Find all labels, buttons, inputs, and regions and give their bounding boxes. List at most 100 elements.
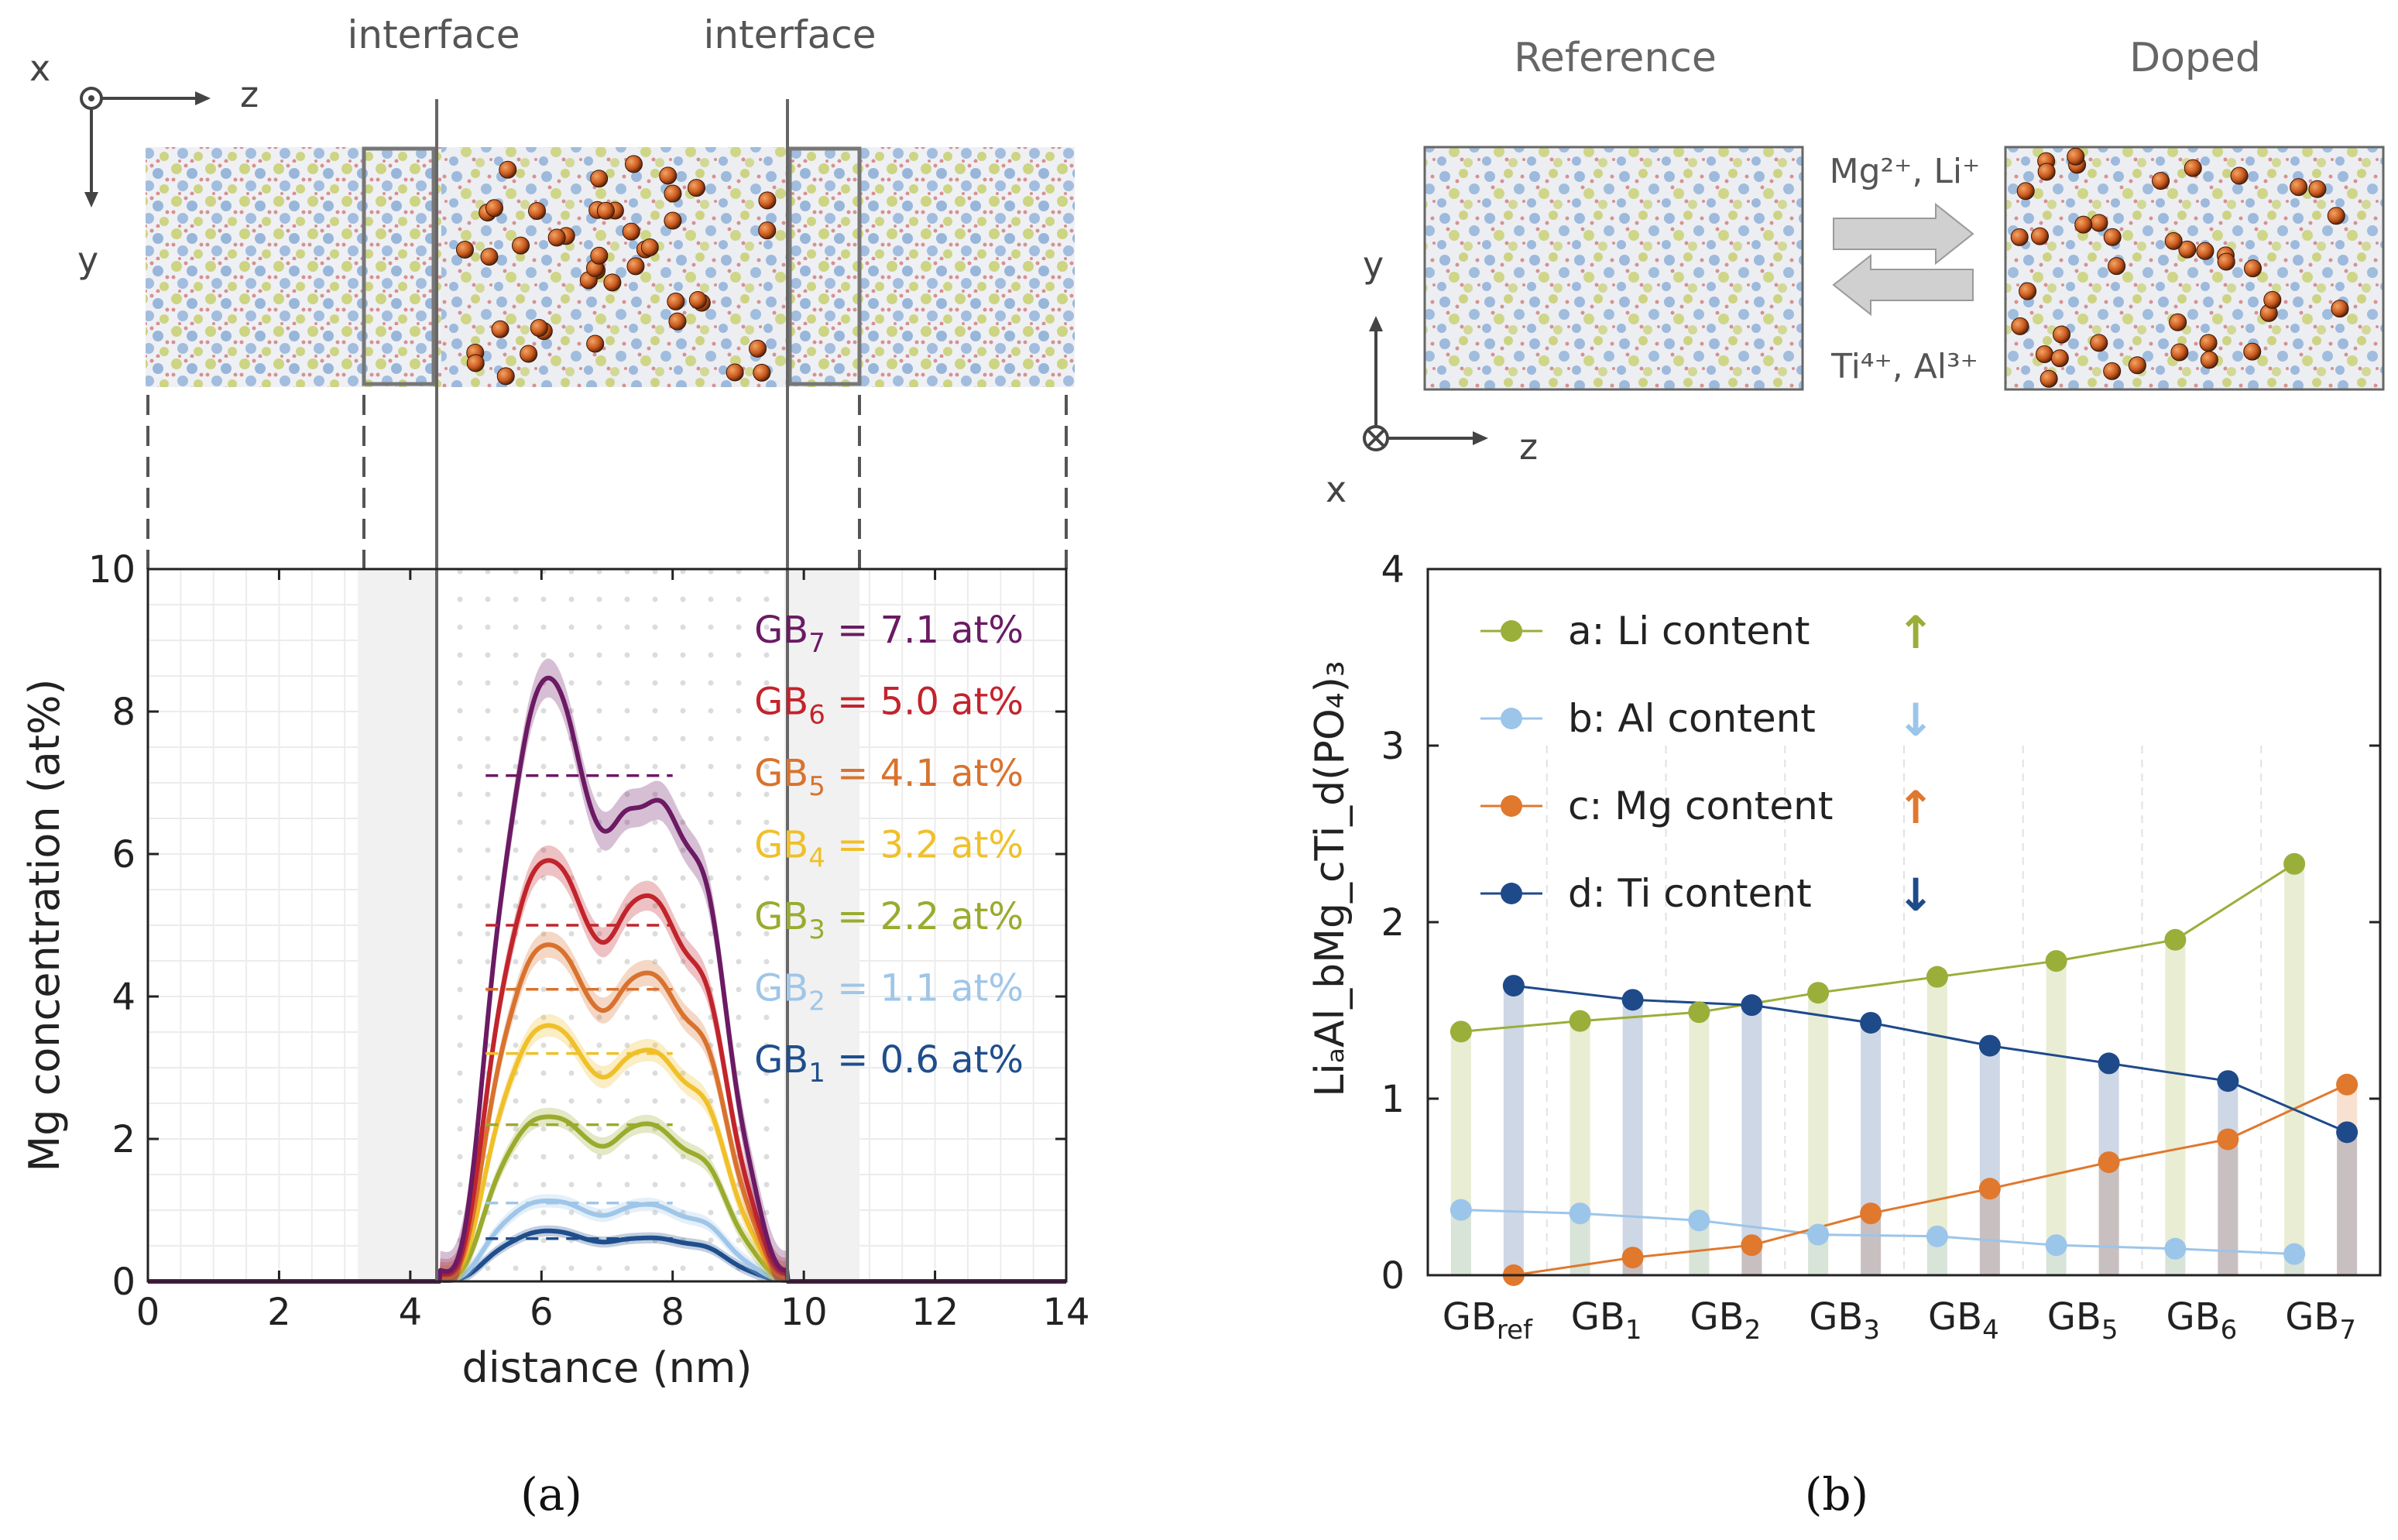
mg-atom bbox=[2108, 257, 2126, 276]
uncertainty-band-GB6 bbox=[148, 845, 1066, 1281]
point-ti-5 bbox=[2098, 1052, 2120, 1075]
interface-shading bbox=[358, 569, 860, 1281]
mg-atom bbox=[664, 184, 682, 203]
reverse-exchange-label: Ti⁴⁺, Al³⁺ bbox=[1830, 347, 1978, 386]
mg-atom bbox=[2178, 240, 2197, 259]
point-al-2 bbox=[1688, 1209, 1710, 1232]
legend-prefix: GB bbox=[754, 967, 808, 1010]
x-tick-label: GB2 bbox=[1690, 1295, 1761, 1346]
series-points bbox=[1449, 852, 2359, 1286]
point-al-6 bbox=[2164, 1237, 2187, 1260]
mg-atom bbox=[640, 238, 659, 256]
uncertainty-band-GB1 bbox=[148, 1225, 1066, 1281]
x-axis-label: distance (nm) bbox=[462, 1343, 753, 1392]
bar-li-1 bbox=[1570, 1020, 1590, 1275]
mg-atom bbox=[530, 318, 548, 337]
x-tick-label: 6 bbox=[530, 1291, 554, 1334]
down-arrow-icon-al: ↓ bbox=[1897, 694, 1935, 746]
bar-ti-2 bbox=[1741, 1005, 1762, 1275]
uncertainty-band-GB4 bbox=[148, 1014, 1066, 1281]
x-tick-prefix: GB bbox=[1443, 1295, 1497, 1339]
mg-atom bbox=[547, 228, 566, 247]
mg-atom bbox=[603, 273, 622, 292]
mg-atom bbox=[2331, 300, 2349, 318]
mg-atom bbox=[2290, 178, 2308, 197]
forward-arrow-icon bbox=[1833, 202, 1974, 266]
point-li-3 bbox=[1807, 982, 1830, 1004]
caption-b: (b) bbox=[1805, 1468, 1868, 1521]
legend-prefix: GB bbox=[754, 681, 808, 724]
x-tick-label: GB4 bbox=[1928, 1295, 1999, 1346]
y-tick-label: 4 bbox=[111, 976, 136, 1019]
interface-lines bbox=[435, 99, 789, 1281]
mg-atom bbox=[2090, 214, 2108, 232]
mg-atom bbox=[2200, 351, 2218, 369]
mg-atom bbox=[2103, 362, 2122, 380]
legend-prefix: GB bbox=[754, 1038, 808, 1082]
point-mg-1 bbox=[1621, 1247, 1644, 1269]
z-axis-glyph: z bbox=[1519, 426, 1538, 468]
y-axis-label: Mg concentration (at%) bbox=[20, 679, 69, 1172]
mg-atom bbox=[2230, 166, 2249, 185]
mg-atom bbox=[2170, 343, 2189, 362]
x-tick-label: GB3 bbox=[1809, 1295, 1880, 1346]
mg-atom bbox=[688, 179, 706, 197]
x-tick-label: 12 bbox=[911, 1291, 959, 1334]
reference-structure-image bbox=[1423, 146, 1804, 391]
mg-atom bbox=[749, 339, 767, 358]
mg-atom bbox=[753, 363, 771, 382]
z-arrow-icon bbox=[195, 91, 211, 105]
point-mg-6 bbox=[2217, 1128, 2239, 1151]
x-tick-subscript: 4 bbox=[1982, 1315, 1999, 1346]
bar-ti-6 bbox=[2218, 1081, 2238, 1275]
series-lines bbox=[1460, 863, 2348, 1277]
mg-atom bbox=[688, 290, 707, 309]
legend-subscript: 7 bbox=[808, 628, 825, 659]
point-li-0 bbox=[1449, 1020, 1472, 1043]
x-tick-label: GB5 bbox=[2047, 1295, 2118, 1346]
mg-atom bbox=[2164, 232, 2183, 250]
x-tick-prefix: GB bbox=[1571, 1295, 1625, 1339]
series-line-ti bbox=[1513, 984, 2348, 1134]
bar-al-0 bbox=[1450, 1209, 1471, 1275]
mg-atom bbox=[2243, 342, 2262, 361]
legend-prefix: GB bbox=[754, 752, 808, 795]
y-tick-label: 4 bbox=[1381, 548, 1405, 592]
x-tick-subscript: 7 bbox=[2339, 1315, 2356, 1346]
bar-li-6 bbox=[2165, 939, 2186, 1275]
plot-frame bbox=[146, 568, 1068, 1283]
y-tick-label: 2 bbox=[1381, 901, 1405, 945]
point-al-4 bbox=[1926, 1225, 1948, 1247]
right-interface-box bbox=[787, 146, 862, 386]
x-tick-prefix: GB bbox=[2285, 1295, 2339, 1339]
up-arrow-icon-mg: ↑ bbox=[1897, 781, 1935, 834]
point-mg-5 bbox=[2098, 1151, 2120, 1174]
x-tick-label: 0 bbox=[136, 1291, 160, 1334]
uncertainty-band-GB2 bbox=[148, 1194, 1066, 1281]
bar-mg-7 bbox=[2337, 1084, 2358, 1275]
legend-entry-GB3: GB3 = 2.2 at% bbox=[754, 895, 1024, 945]
mg-atom bbox=[480, 248, 499, 266]
mg-atom bbox=[491, 320, 509, 338]
y-tick-label: 3 bbox=[1381, 725, 1405, 768]
mg-dopant-atoms bbox=[455, 155, 777, 386]
point-al-3 bbox=[1807, 1223, 1830, 1246]
legend-subscript: 2 bbox=[808, 986, 825, 1017]
x-tick-subscript: 2 bbox=[1744, 1315, 1762, 1346]
bar-li-2 bbox=[1689, 1012, 1710, 1275]
point-ti-0 bbox=[1502, 975, 1525, 997]
y-tick-label: 1 bbox=[1381, 1078, 1405, 1121]
reverse-arrow-icon bbox=[1832, 253, 1974, 317]
y-tick-label: 6 bbox=[111, 833, 136, 876]
bar-ti-3 bbox=[1861, 1022, 1882, 1275]
y-tick-label: 0 bbox=[1381, 1254, 1405, 1298]
x-tick-subscript: 5 bbox=[2101, 1315, 2118, 1346]
interface-label-left: interface bbox=[348, 12, 520, 57]
bar-li-4 bbox=[1926, 976, 1947, 1275]
legend-marker-mg bbox=[1501, 795, 1522, 817]
mg-atom bbox=[2308, 180, 2327, 198]
y-arrow-icon bbox=[1369, 316, 1383, 331]
mg-atom bbox=[590, 170, 609, 188]
